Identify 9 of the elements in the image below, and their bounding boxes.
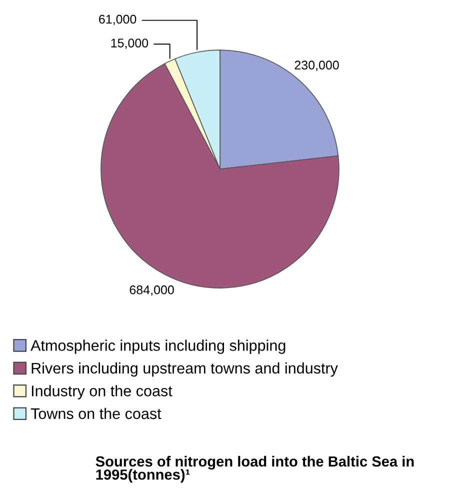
data-label: 15,000 (111, 38, 148, 49)
text: Sources of nitrogen load into the Baltic Sea in 1995(tonnes)¹ (96, 456, 414, 483)
legend-label: Towns on the coast (30, 408, 162, 420)
legend-label: Industry on the coast (32, 385, 172, 400)
data-label: 684,000 (130, 285, 174, 296)
data-label: 61,000 (99, 14, 136, 26)
legend-label: Rivers including upstream towns and industry (32, 362, 338, 377)
legend-label: Atmospheric inputs including shipping (30, 340, 286, 354)
data-label: 230,000 (294, 60, 339, 72)
